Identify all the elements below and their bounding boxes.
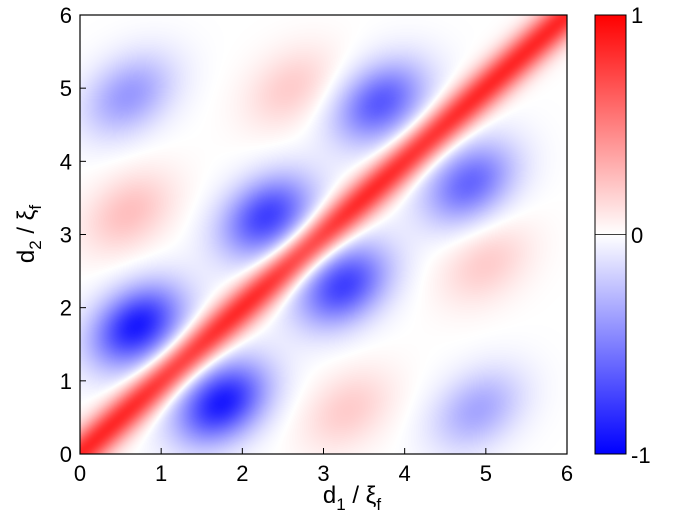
y-tick-label: 6 [60, 3, 72, 28]
x-tick-label: 4 [399, 461, 411, 486]
y-tick-label: 4 [60, 149, 72, 174]
colorbar-min-label: -1 [631, 443, 651, 468]
x-tick-label: 1 [155, 461, 167, 486]
y-tick-label: 1 [60, 369, 72, 394]
y-tick-label: 2 [60, 296, 72, 321]
x-tick-label: 6 [561, 461, 573, 486]
y-axis-ticks: 0 1 2 3 4 5 6 [60, 3, 86, 467]
y-tick-label: 5 [60, 76, 72, 101]
x-axis-ticks: 0 1 2 3 4 5 6 [74, 448, 573, 486]
y-axis-label: d2 / ξf [13, 205, 45, 264]
x-tick-label: 5 [480, 461, 492, 486]
x-axis-label: d1 / ξf [323, 482, 382, 514]
x-tick-label: 3 [317, 461, 329, 486]
x-tick-label: 2 [236, 461, 248, 486]
y-tick-label: 3 [60, 223, 72, 248]
colorbar-max-label: 1 [631, 3, 643, 28]
x-tick-label: 0 [74, 461, 86, 486]
colorbar-zero-label: 0 [631, 223, 643, 248]
y-tick-label: 0 [60, 442, 72, 467]
heatmap-raster [80, 15, 567, 454]
